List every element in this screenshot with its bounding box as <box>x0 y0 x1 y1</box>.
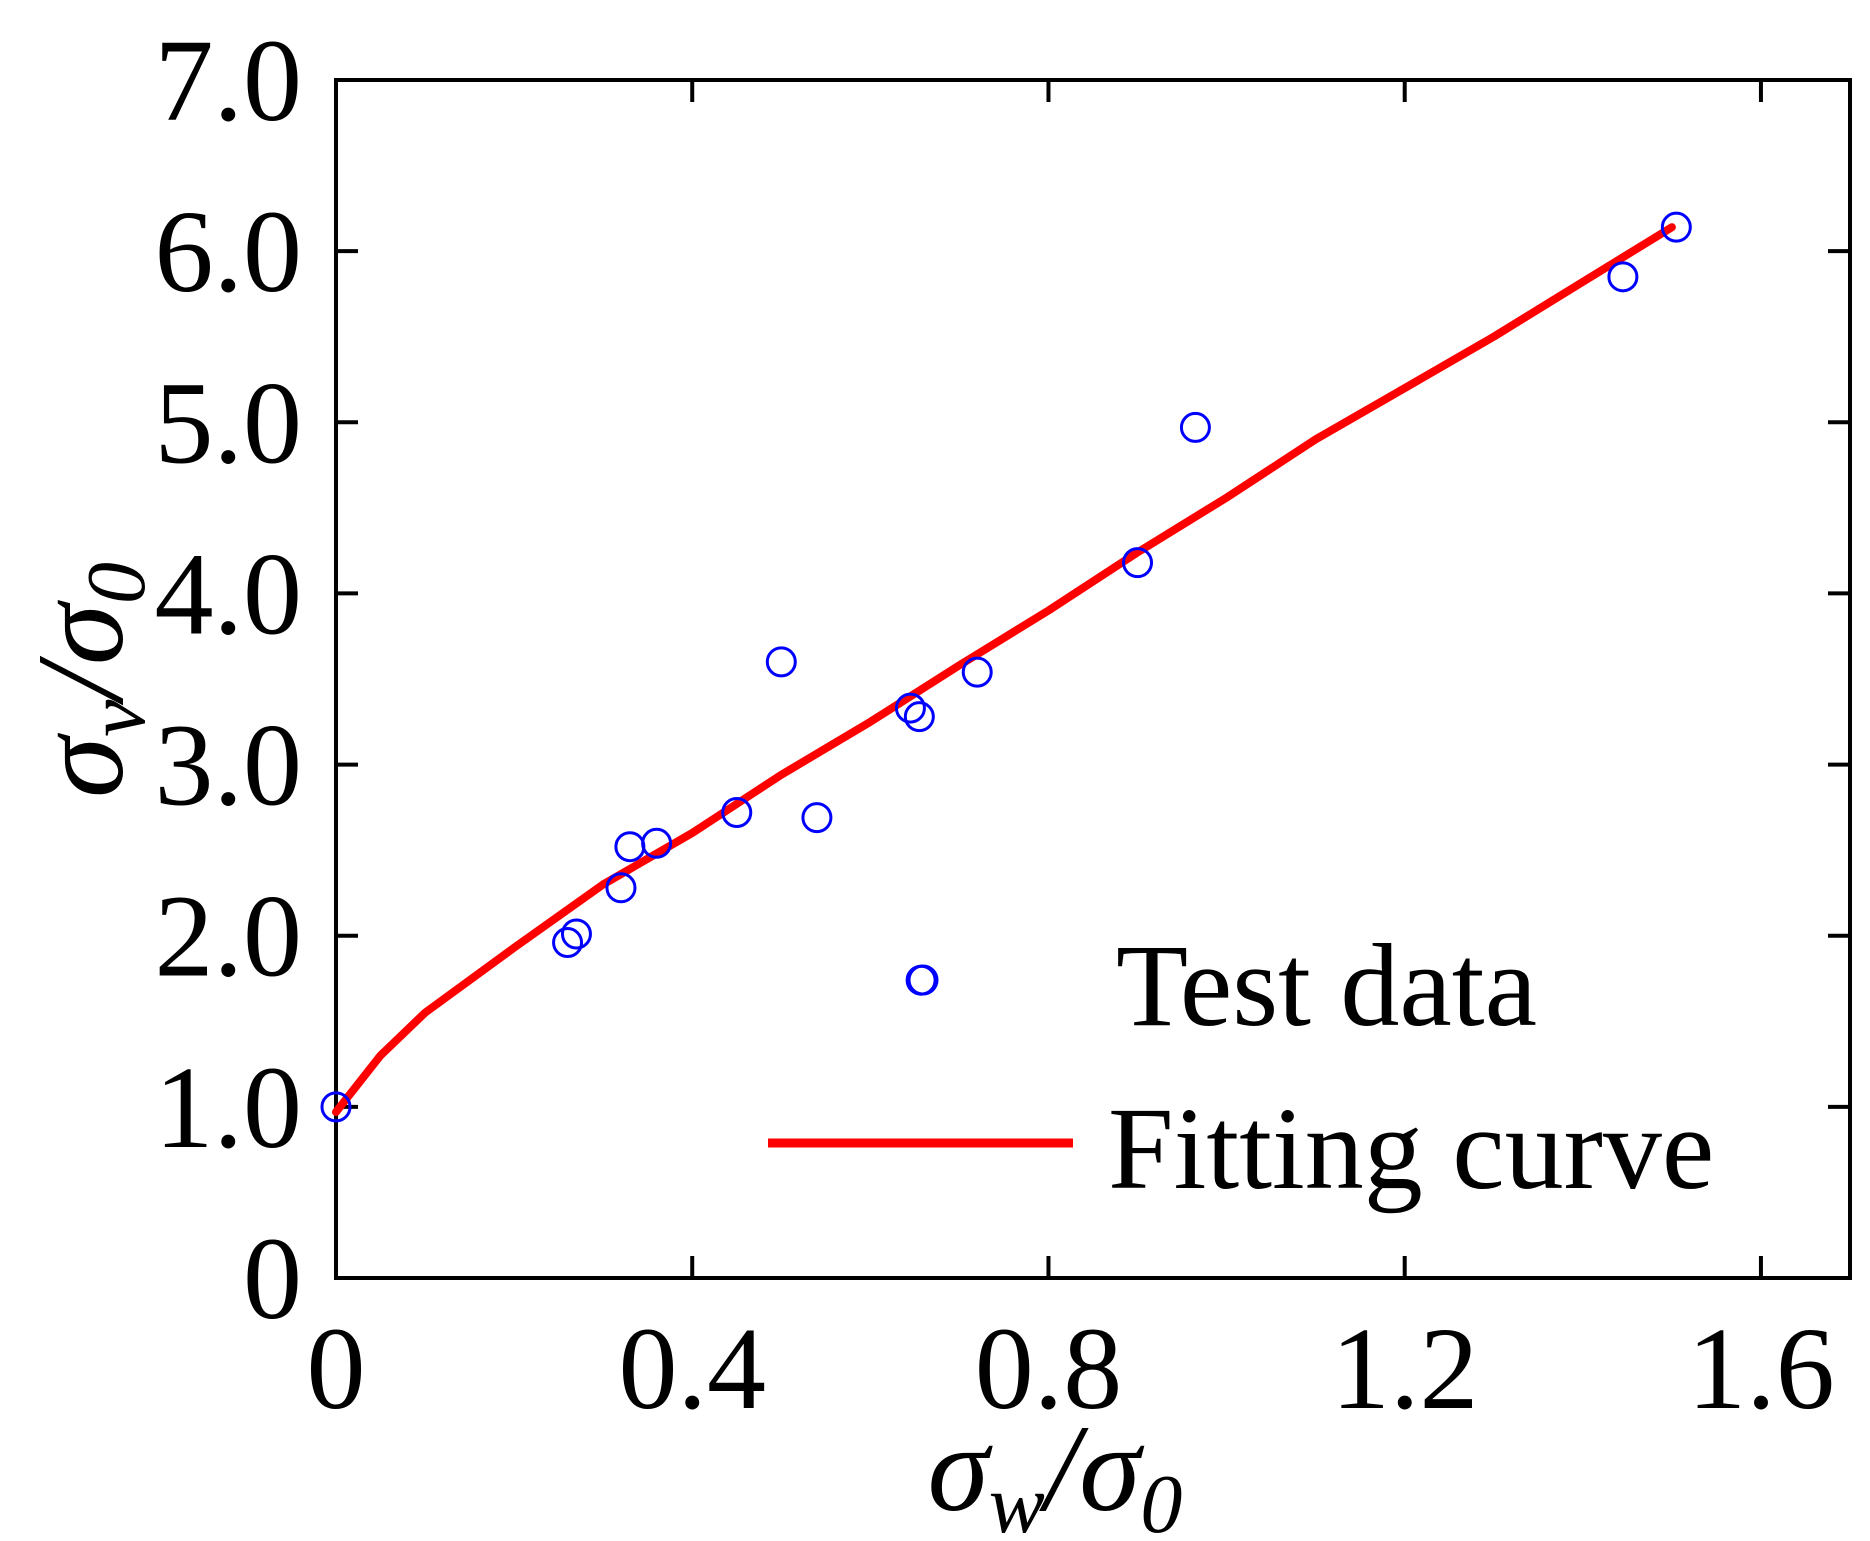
x-tick-label: 1.6 <box>1687 1303 1835 1434</box>
test-data-point <box>894 692 926 724</box>
y-tick-label: 2.0 <box>155 871 303 1002</box>
x-tick-label: 1.2 <box>1331 1303 1479 1434</box>
y-tick-label: 0 <box>243 1213 302 1344</box>
x-tick-label: 0 <box>307 1303 366 1434</box>
test-data-point <box>801 802 833 834</box>
legend: Test data Fitting curve <box>768 920 1714 1214</box>
y-tick-label: 1.0 <box>155 1042 303 1173</box>
test-data-point <box>1122 547 1154 579</box>
y-tick-label: 3.0 <box>155 700 303 831</box>
test-data-point <box>765 646 797 678</box>
test-data-point <box>605 872 637 904</box>
legend-label-fitting-curve: Fitting curve <box>1108 1083 1714 1214</box>
test-data-point <box>1607 261 1639 293</box>
y-tick-label: 4.0 <box>155 528 303 659</box>
legend-marker-test-data <box>907 964 939 996</box>
y-tick-label: 7.0 <box>155 15 303 146</box>
test-data-point <box>721 796 753 828</box>
legend-label-test-data: Test data <box>1116 920 1537 1051</box>
test-data-point <box>320 1091 352 1123</box>
y-tick-label: 5.0 <box>155 357 303 488</box>
tick-labels: 0 0.4 0.8 1.2 1.601.02.03.04.05.06.07.0 <box>155 15 1835 1434</box>
test-data-point <box>1179 411 1211 443</box>
test-data-point <box>1660 211 1692 243</box>
fitting-curve-layer <box>332 223 1676 1116</box>
test-data-point <box>552 927 584 959</box>
test-data-point <box>903 701 935 733</box>
x-tick-label: 0.4 <box>618 1303 766 1434</box>
plot-frame <box>334 78 1852 1280</box>
y-axis-label: σv/σ0 <box>12 562 163 798</box>
test-data-point <box>560 918 592 950</box>
test-data-point <box>614 831 646 863</box>
fitting-curve-line <box>332 223 1676 1116</box>
test-data-point <box>641 827 673 859</box>
x-axis-label: σw/σ0 <box>928 1400 1183 1541</box>
y-tick-label: 6.0 <box>155 186 303 317</box>
x-tick-label: 0.8 <box>975 1303 1123 1434</box>
test-data-point <box>961 656 993 688</box>
